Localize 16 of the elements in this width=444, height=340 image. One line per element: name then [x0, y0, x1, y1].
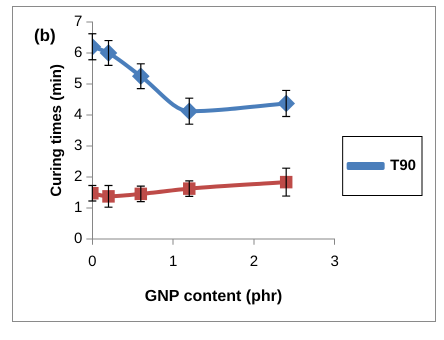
y-tick-label: 2: [74, 168, 82, 185]
y-axis-title: Curing times (min): [48, 64, 66, 197]
legend-label: T90: [390, 157, 416, 174]
x-tick-label: 3: [330, 252, 339, 270]
y-tick-label: 6: [74, 44, 82, 62]
y-tick-label: 4: [74, 106, 82, 124]
y-tick-label: 0: [74, 230, 82, 247]
y-tick-label: 1: [74, 198, 82, 216]
x-tick-label: 2: [250, 252, 258, 270]
y-tick-label: 3: [74, 137, 82, 154]
y-tick-label: 7: [74, 13, 82, 30]
x-tick-label: 0: [88, 252, 97, 270]
text: (b): [34, 26, 56, 46]
x-tick-label: 1: [168, 252, 178, 270]
x-axis-title: GNP content (phr): [144, 288, 282, 305]
y-tick-label: 5: [74, 75, 82, 92]
